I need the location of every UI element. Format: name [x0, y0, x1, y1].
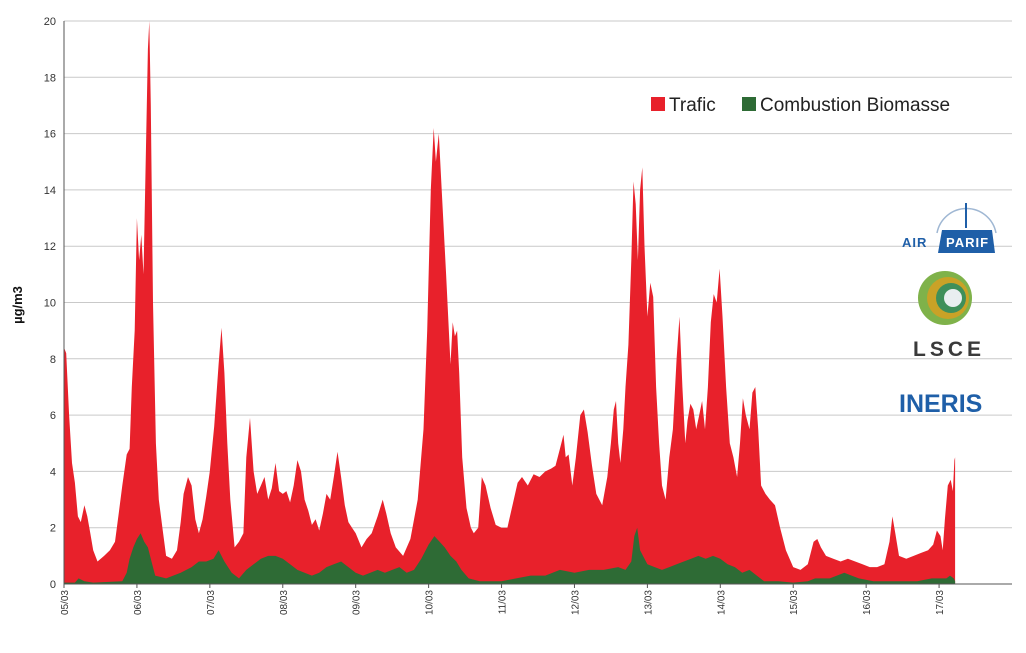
y-tick-label-12: 12	[44, 241, 56, 253]
y-tick-label-4: 4	[50, 466, 56, 478]
y-tick-labels: 0 2 4 6 8 10 12 14 16 18 20	[44, 16, 56, 591]
x-tick-label-16-03: 16/03	[862, 590, 873, 615]
lsce-core	[944, 289, 962, 307]
x-tick-label-06-03: 06/03	[133, 590, 144, 615]
ineris-logo: INERIS	[899, 390, 982, 418]
airparif-logo: AIR PARIF	[902, 203, 997, 253]
legend-label-trafic: Trafic	[669, 95, 716, 116]
x-tick-label-13-03: 13/03	[643, 590, 654, 615]
series-area-trafic	[64, 21, 956, 584]
airparif-dome	[938, 230, 995, 253]
x-tick-label-14-03: 14/03	[716, 590, 727, 615]
x-tick-label-11-03: 11/03	[498, 590, 509, 615]
y-tick-label-2: 2	[50, 523, 56, 535]
y-tick-label-6: 6	[50, 410, 56, 422]
ineris-text: INERIS	[899, 390, 982, 418]
y-tick-label-0: 0	[50, 579, 56, 591]
series-area-combustion-biomasse	[64, 527, 956, 584]
legend-swatch-trafic	[651, 97, 665, 111]
y-tick-label-8: 8	[50, 354, 56, 366]
axes	[63, 21, 1012, 588]
y-tick-label-18: 18	[44, 72, 56, 84]
x-tick-label-10-03: 10/03	[425, 590, 436, 615]
legend: Trafic Combustion Biomasse	[651, 95, 950, 116]
x-tick-label-07-03: 07/03	[206, 590, 217, 615]
plot-areas	[64, 21, 956, 584]
x-tick-labels: 05/03 06/03 07/03 08/03 09/03 10/03 11/03 12/03…	[60, 590, 946, 615]
lsce-logo: LSCE	[913, 271, 985, 361]
airparif-left-text: AIR	[902, 235, 927, 250]
x-tick-label-05-03: 05/03	[60, 590, 71, 615]
legend-swatch-combustion-biomasse	[742, 97, 756, 111]
y-tick-label-14: 14	[44, 185, 56, 197]
x-tick-label-09-03: 09/03	[352, 590, 363, 615]
airparif-right-text: PARIF	[946, 235, 989, 250]
y-tick-label-16: 16	[44, 129, 56, 141]
y-tick-label-10: 10	[44, 298, 56, 310]
x-tick-label-12-03: 12/03	[570, 590, 581, 615]
y-axis-label: µg/m3	[10, 286, 25, 324]
x-tick-label-08-03: 08/03	[279, 590, 290, 615]
x-tick-label-15-03: 15/03	[789, 590, 800, 615]
legend-label-combustion-biomasse: Combustion Biomasse	[760, 95, 950, 116]
y-tick-label-20: 20	[44, 16, 56, 28]
lsce-text: LSCE	[913, 338, 985, 361]
x-tick-label-17-03: 17/03	[935, 590, 946, 615]
